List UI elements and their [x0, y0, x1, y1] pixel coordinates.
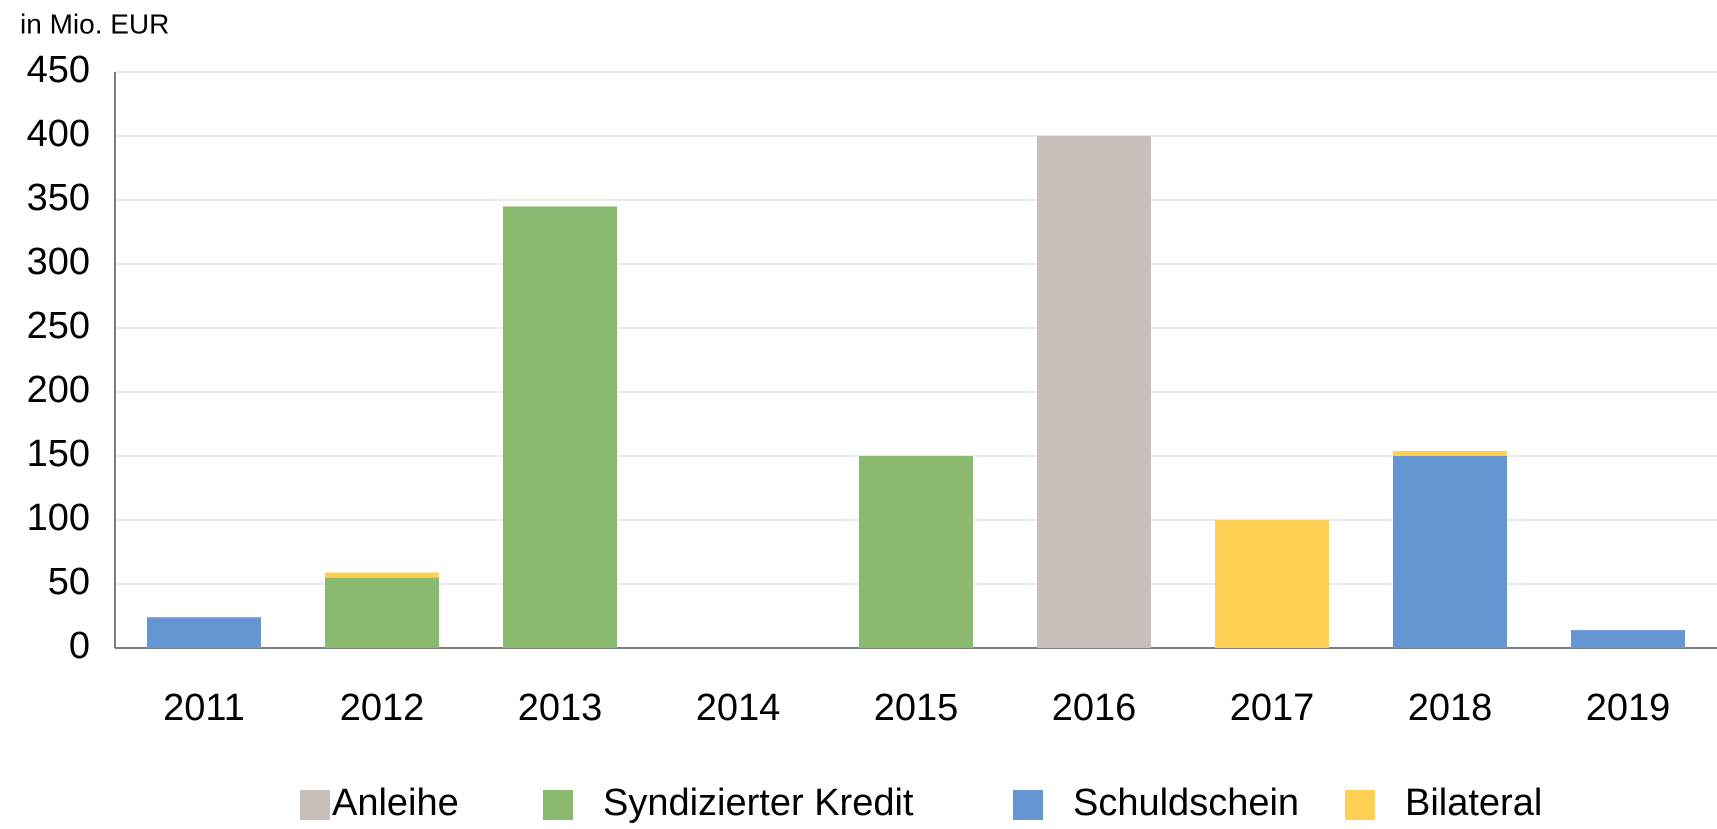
- legend-swatch: [543, 790, 573, 820]
- bar-segment: [1393, 456, 1507, 648]
- legend-swatch: [1013, 790, 1043, 820]
- x-tick-label: 2014: [696, 687, 781, 729]
- y-tick-label: 100: [27, 497, 90, 539]
- bar-segment: [1571, 630, 1685, 648]
- legend-swatch: [1345, 790, 1375, 820]
- bar-segment: [147, 617, 261, 648]
- legend-label: Syndizierter Kredit: [603, 782, 914, 824]
- y-tick-label: 200: [27, 369, 90, 411]
- bar-segment: [1037, 136, 1151, 648]
- bar-segment: [1393, 450, 1507, 456]
- legend-label: Anleihe: [332, 782, 459, 824]
- y-tick-label: 450: [27, 49, 90, 91]
- y-tick-label: 150: [27, 433, 90, 475]
- bar-segment: [859, 456, 973, 648]
- x-tick-label: 2019: [1586, 687, 1671, 729]
- legend-label: Schuldschein: [1073, 782, 1299, 824]
- y-tick-label: 50: [48, 561, 90, 603]
- x-tick-label: 2015: [874, 687, 959, 729]
- legend-swatch: [300, 790, 330, 820]
- x-tick-label: 2018: [1408, 687, 1493, 729]
- legend-label: Bilateral: [1405, 782, 1542, 824]
- y-tick-label: 0: [69, 625, 90, 667]
- bar-segment: [325, 577, 439, 648]
- y-tick-label: 350: [27, 177, 90, 219]
- y-tick-label: 400: [27, 113, 90, 155]
- bar-segment: [1215, 520, 1329, 648]
- bar-segment: [503, 206, 617, 648]
- x-tick-label: 2011: [163, 687, 245, 729]
- y-tick-label: 300: [27, 241, 90, 283]
- x-tick-label: 2017: [1230, 687, 1315, 729]
- bar-segment: [325, 572, 439, 578]
- x-tick-label: 2012: [340, 687, 425, 729]
- y-tick-label: 250: [27, 305, 90, 347]
- x-tick-label: 2013: [518, 687, 603, 729]
- x-tick-label: 2016: [1052, 687, 1137, 729]
- y-axis-label: in Mio. EUR: [20, 8, 169, 39]
